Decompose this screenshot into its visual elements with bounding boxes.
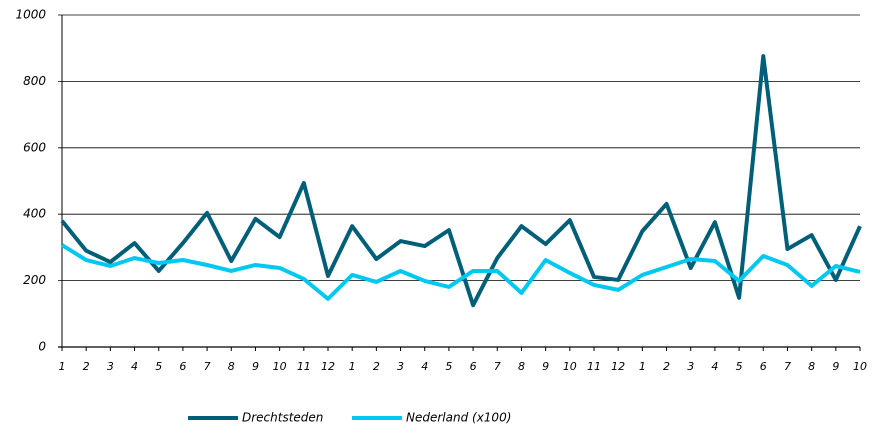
x-tick-label: 8 (228, 360, 235, 373)
x-tick-label: 5 (736, 360, 743, 373)
y-tick-label: 400 (23, 207, 46, 221)
x-tick-label: 4 (711, 360, 718, 373)
x-tick-label: 1 (349, 360, 356, 373)
x-tick-label: 6 (760, 360, 767, 373)
y-tick-label: 600 (23, 140, 46, 154)
legend-label: Drechtsteden (242, 411, 323, 425)
x-tick-label: 6 (179, 360, 186, 373)
x-tick-label: 3 (107, 360, 114, 373)
line (60, 243, 861, 301)
x-tick-label: 2 (83, 360, 90, 373)
x-tick-label: 9 (252, 360, 259, 373)
x-tick-label: 5 (155, 360, 162, 373)
x-tick-label: 6 (470, 360, 477, 373)
x-tick-label: 4 (131, 360, 138, 373)
x-tick-label: 11 (297, 360, 311, 373)
x-tick-label: 10 (273, 360, 287, 373)
x-tick-label: 12 (611, 360, 625, 373)
legend-label: Nederland (x100) (406, 411, 511, 425)
y-tick-label: 1000 (15, 8, 46, 22)
line (60, 54, 862, 308)
x-tick-label: 7 (204, 360, 211, 373)
x-tick-label: 7 (784, 360, 791, 373)
x-tick-label: 3 (397, 360, 404, 373)
x-tick-label: 12 (321, 360, 335, 373)
x-tick-label: 9 (542, 360, 549, 373)
y-tick-label: 200 (23, 273, 46, 287)
x-tick-label: 7 (494, 360, 501, 373)
y-tick-label: 800 (23, 74, 46, 88)
x-tick-label: 2 (373, 360, 380, 373)
x-tick-label: 1 (639, 360, 646, 373)
x-tick-label: 4 (421, 360, 428, 373)
x-tick-label: 5 (445, 360, 452, 373)
x-tick-label: 10 (563, 360, 577, 373)
x-tick-label: 3 (687, 360, 694, 373)
x-tick-label: 11 (587, 360, 601, 373)
x-tick-label: 2 (663, 360, 670, 373)
x-tick-label: 9 (832, 360, 839, 373)
y-tick-label: 0 (38, 340, 46, 354)
x-tick-label: 1 (59, 360, 66, 373)
x-tick-label: 8 (518, 360, 525, 373)
x-tick-label: 8 (808, 360, 815, 373)
x-tick-label: 10 (853, 360, 867, 373)
